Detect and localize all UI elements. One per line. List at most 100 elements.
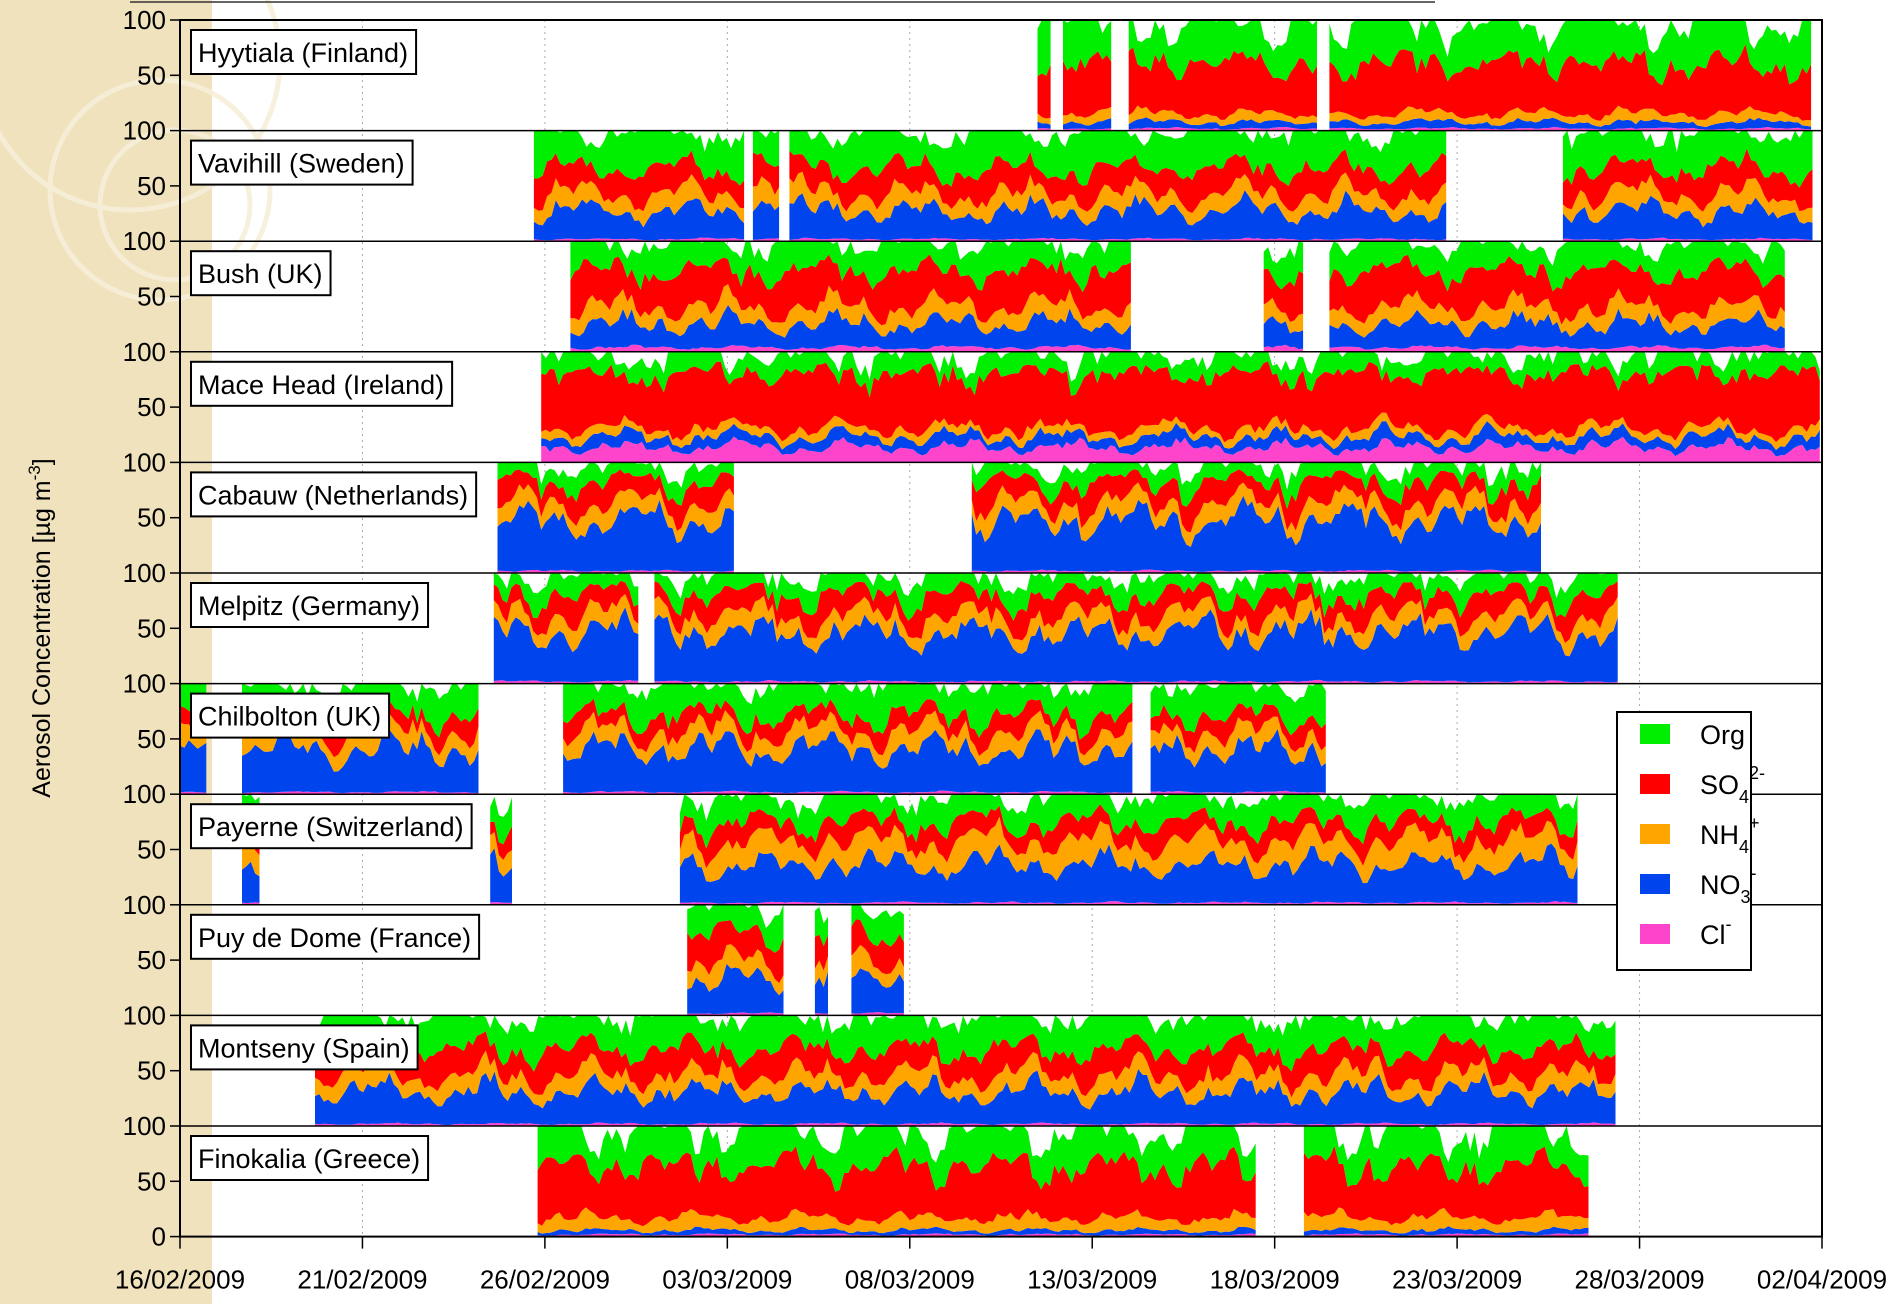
- area-no3-station-0-seg-2: [1128, 117, 1317, 130]
- area-cl-station-3-seg-0: [541, 436, 1820, 463]
- station-label-box: [190, 250, 332, 297]
- area-cl-station-6-seg-1: [242, 791, 479, 795]
- area-so4-station-0-seg-0: [1037, 64, 1051, 119]
- area-nh4-station-0-seg-1: [1063, 107, 1112, 126]
- area-org-station-1-seg-1: [752, 130, 780, 167]
- station-label-box: [190, 692, 391, 739]
- x-tick-labels: 16/02/2009 21/02/2009 26/02/2009 03/03/2009…: [115, 1236, 1887, 1295]
- station-label-box: [190, 1135, 430, 1181]
- decorative-left-strip: [0, 0, 212, 1304]
- y-tick-label: 50: [137, 503, 166, 533]
- station-label-box: [190, 1024, 419, 1071]
- area-no3-station-3-seg-0: [541, 421, 1820, 457]
- area-so4-station-1-seg-1: [752, 152, 780, 195]
- area-no3-station-7-seg-2: [679, 843, 1578, 904]
- area-org-station-0-seg-0: [1037, 20, 1051, 77]
- area-so4-station-6-seg-2: [563, 698, 1133, 756]
- y-tick-label: 100: [123, 1111, 166, 1141]
- area-so4-station-7-seg-2: [679, 804, 1578, 869]
- area-nh4-station-6-seg-1: [242, 710, 479, 772]
- station-label-box: [190, 582, 430, 628]
- area-no3-station-8-seg-2: [851, 968, 904, 1014]
- area-so4-station-1-seg-2: [789, 149, 1447, 213]
- area-nh4-station-7-seg-2: [679, 816, 1578, 884]
- area-so4-station-2-seg-1: [1263, 268, 1304, 322]
- y-tick-label: 100: [123, 116, 166, 146]
- y-tick-label: 50: [137, 1166, 166, 1196]
- area-nh4-station-2-seg-2: [1329, 288, 1785, 338]
- area-so4-station-7-seg-1: [490, 821, 512, 860]
- station-label-4: Cabauw (Netherlands): [190, 471, 478, 518]
- station-label-text: Mace Head (Ireland): [198, 370, 444, 400]
- legend-swatch-nh4: [1640, 824, 1670, 844]
- area-no3-station-10-seg-1: [1303, 1226, 1589, 1236]
- area-so4-station-8-seg-1: [814, 934, 828, 971]
- area-org-station-8-seg-1: [814, 907, 828, 947]
- area-so4-station-3-seg-0: [541, 361, 1820, 443]
- station-label-8: Puy de Dome (France): [190, 913, 481, 960]
- area-so4-station-9-seg-0: [315, 1031, 1616, 1098]
- area-cl-station-6-seg-3: [1150, 790, 1326, 795]
- y-tick-label: 50: [137, 613, 166, 643]
- area-no3-station-6-seg-1: [242, 727, 479, 794]
- area-nh4-station-8-seg-0: [687, 944, 784, 996]
- area-nh4-station-7-seg-1: [490, 832, 512, 877]
- station-label-box: [190, 803, 473, 850]
- station-label-text: Chilbolton (UK): [198, 702, 381, 732]
- station-areas-8: [687, 904, 904, 1016]
- area-org-station-7-seg-1: [490, 796, 512, 845]
- area-no3-station-10-seg-0: [537, 1226, 1256, 1236]
- area-nh4-station-1-seg-1: [752, 176, 780, 212]
- station-label-box: [190, 471, 478, 518]
- area-no3-station-6-seg-2: [563, 729, 1133, 794]
- y-tick-label: 50: [137, 392, 166, 422]
- station-label-text: Melpitz (Germany): [198, 591, 420, 621]
- area-nh4-station-6-seg-3: [1150, 716, 1326, 768]
- stacked-areas: [180, 20, 1820, 1237]
- legend-swatch-no3: [1640, 874, 1670, 894]
- area-nh4-station-6-seg-2: [563, 710, 1133, 769]
- area-so4-station-2-seg-2: [1329, 254, 1785, 325]
- station-label-0: Hyytiala (Finland): [190, 29, 418, 75]
- area-nh4-station-0-seg-0: [1037, 113, 1051, 125]
- x-tick-label: 13/03/2009: [1027, 1265, 1157, 1295]
- area-nh4-station-5-seg-1: [654, 593, 1618, 657]
- station-label-box: [190, 139, 414, 186]
- area-nh4-station-0-seg-2: [1128, 105, 1317, 127]
- area-org-station-0-seg-1: [1063, 20, 1112, 72]
- area-no3-station-1-seg-3: [1562, 195, 1813, 241]
- area-cl-station-8-seg-2: [851, 1012, 904, 1016]
- area-no3-station-1-seg-1: [752, 200, 780, 240]
- area-nh4-station-5-seg-0: [493, 594, 639, 653]
- area-no3-station-5-seg-1: [654, 609, 1618, 683]
- area-nh4-station-4-seg-0: [497, 484, 734, 544]
- station-label-text: Bush (UK): [198, 259, 323, 289]
- area-no3-station-0-seg-3: [1329, 117, 1812, 130]
- station-areas-10: [537, 1126, 1589, 1237]
- legend-swatch-so4: [1640, 774, 1670, 794]
- station-areas-3: [541, 351, 1820, 463]
- area-no3-station-8-seg-1: [814, 971, 828, 1014]
- area-so4-station-0-seg-1: [1063, 51, 1112, 118]
- area-cl-station-4-seg-1: [971, 569, 1541, 573]
- area-nh4-station-2-seg-1: [1263, 297, 1304, 334]
- area-so4-station-1-seg-0: [533, 150, 745, 212]
- station-label-text: Vavihill (Sweden): [198, 149, 405, 179]
- area-cl-station-1-seg-0: [533, 237, 745, 242]
- station-areas-6: [180, 683, 1326, 795]
- area-no3-station-2-seg-0: [570, 305, 1131, 350]
- y-axis-label: Aerosol Concentration [µg m-3]: [25, 458, 56, 797]
- area-nh4-station-10-seg-0: [537, 1207, 1256, 1234]
- station-areas-4: [497, 462, 1541, 573]
- station-label-text: Cabauw (Netherlands): [198, 480, 468, 510]
- area-org-station-5-seg-0: [493, 573, 639, 618]
- legend-box: [1616, 711, 1752, 971]
- legend-label-no3: NO3-: [1700, 863, 1757, 907]
- y-tick-labels: 100 50 100 50 100 50 100 50 100 50 100 50 100 50 100 50…: [123, 5, 180, 1252]
- legend-label-so4: SO42-: [1700, 763, 1765, 807]
- area-no3-station-1-seg-2: [789, 190, 1447, 241]
- area-cl-station-0-seg-2: [1128, 126, 1317, 131]
- y-tick-label: 50: [137, 282, 166, 312]
- area-cl-station-4-seg-0: [497, 569, 734, 573]
- station-areas-0: [1037, 20, 1812, 131]
